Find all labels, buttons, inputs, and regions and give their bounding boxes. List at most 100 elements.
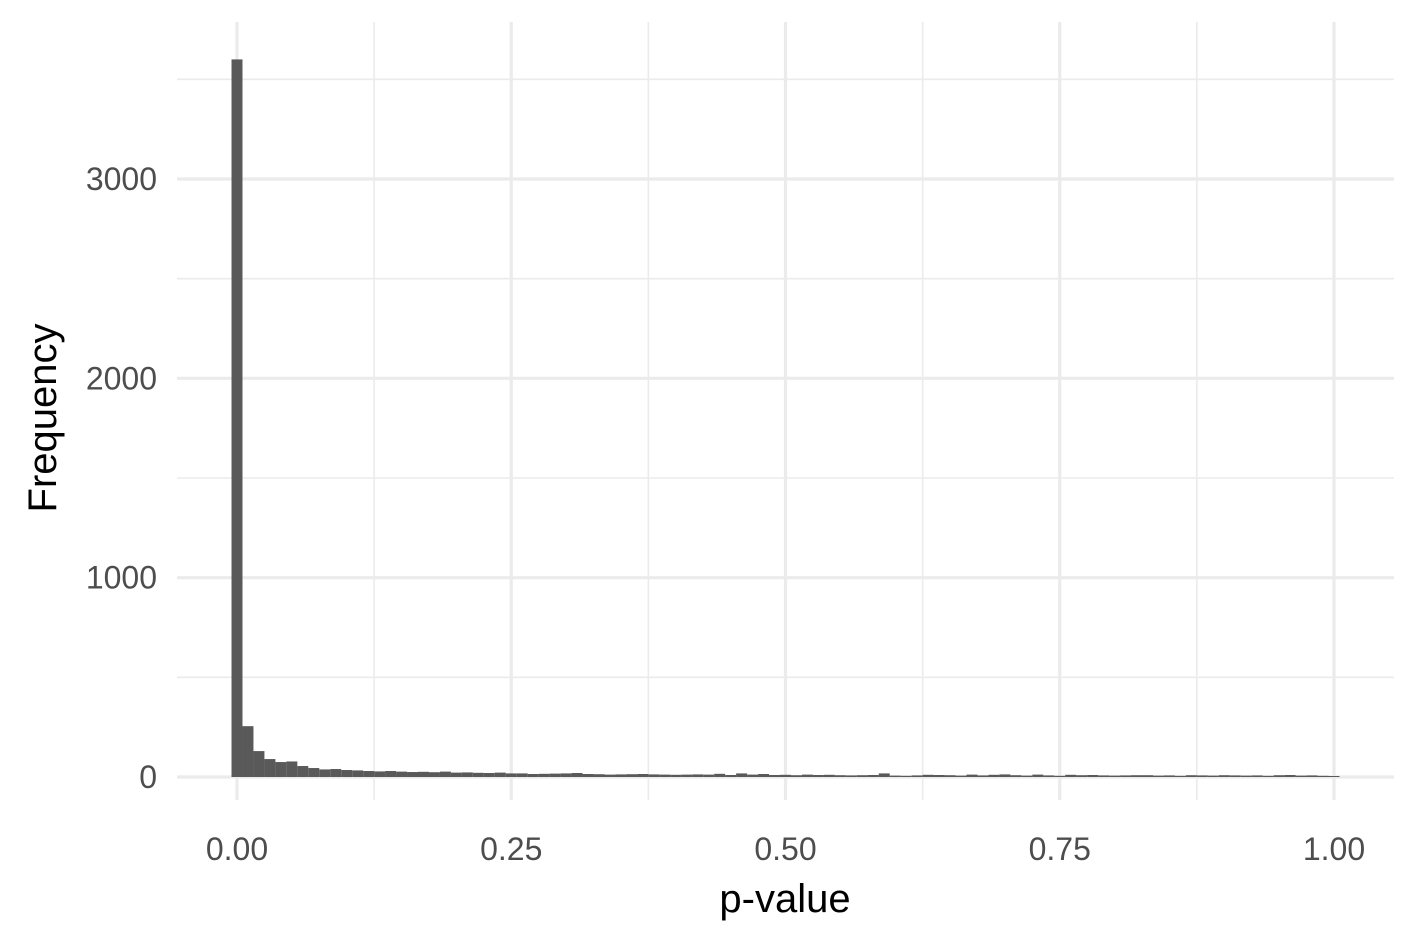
histogram-bar [385,771,397,777]
histogram-bar [801,774,813,777]
histogram-bar [472,772,484,777]
histogram-bar [626,774,638,777]
histogram-bar [549,773,561,777]
histogram-bar [878,773,890,777]
histogram-bar [1328,776,1340,777]
histogram-bar [966,774,978,777]
histogram-bar [1120,775,1132,777]
histogram-bar [1229,775,1241,777]
histogram-bar [790,775,802,777]
histogram-bar [231,59,243,777]
histogram-bar [527,774,539,777]
histogram-bar [933,775,945,777]
histogram-bar [648,774,660,777]
histogram-bar [1021,775,1033,777]
histogram-bar [286,761,298,777]
histogram-bar [1207,775,1219,777]
histogram-bar [1196,775,1208,777]
histogram-bar [1251,775,1263,777]
y-tick-label: 3000 [86,161,157,197]
histogram-bar [1152,775,1164,777]
histogram-bar [297,766,309,777]
x-axis-tick-labels: 0.00 0.25 0.50 0.75 1.00 [206,831,1365,867]
histogram-bar [1284,775,1296,777]
histogram-bar [439,771,451,777]
histogram-bar [736,773,748,777]
histogram-bar [428,772,440,777]
y-tick-label: 2000 [86,360,157,396]
histogram-bar [1262,775,1274,777]
y-tick-label: 0 [139,759,157,795]
histogram-bar [780,774,791,777]
histogram-bar [747,774,759,777]
histogram-bar [944,775,956,777]
y-axis-tick-labels: 0 1000 2000 3000 [86,161,157,795]
histogram-bar [1218,775,1230,777]
histogram-bar [352,770,364,777]
histogram-bar [977,775,989,777]
y-axis-title: Frequency [21,324,65,513]
histogram-bar [692,774,704,777]
histogram-bar [900,775,912,777]
histogram-bar [407,772,419,777]
histogram-bar [1032,774,1044,777]
histogram-bar [461,772,473,777]
histogram-bar [1174,775,1186,777]
histogram-bar [1076,775,1088,777]
histogram-bar [341,770,353,777]
histogram-bar [363,771,375,777]
histogram-bar [1240,775,1252,777]
histogram-bar [264,759,276,777]
histogram-bar [1098,775,1110,777]
histogram-bar [1185,775,1197,777]
histogram-bar [483,773,495,777]
histogram-bar [560,773,572,777]
histogram-bar [867,775,879,777]
histogram-bar [582,774,594,777]
x-tick-label: 0.75 [1029,831,1091,867]
x-tick-label: 1.00 [1303,831,1365,867]
histogram-bar [681,774,693,777]
histogram-bar [725,775,737,777]
histogram-bar [1043,775,1055,777]
histogram-bar [1010,775,1022,777]
histogram-bar [769,775,781,777]
histogram-bar [955,775,967,777]
histogram-bar [450,772,462,777]
histogram-bar [1306,775,1318,777]
histogram-bar [637,774,649,777]
histogram-bar [374,771,386,777]
histogram-bar [604,774,616,777]
histogram-bar [1317,775,1329,777]
histogram-bar [834,775,846,777]
histogram-bar [319,769,331,777]
x-tick-label: 0.25 [480,831,542,867]
x-tick-label: 0.00 [206,831,268,867]
histogram-bar [1142,775,1153,777]
histogram-bar [1054,775,1066,777]
histogram-bar [812,775,824,777]
histogram-bar [418,771,429,777]
histogram-bar [1295,775,1307,777]
histogram-bar [889,775,901,777]
histogram-bar [1131,775,1143,777]
histogram-bars [231,59,1340,777]
histogram-bar [911,775,923,777]
x-axis-title: p-value [719,877,850,921]
histogram-bar [988,774,1000,777]
histogram-bar [1273,775,1285,777]
histogram-bar [703,774,715,777]
histogram-bar [494,772,506,777]
histogram-bar [670,774,682,777]
major-gridlines [177,22,1394,800]
histogram-bar [1065,774,1077,777]
histogram-bar [659,774,671,777]
histogram-bar [823,774,835,777]
histogram-bar [999,774,1011,777]
histogram-bar [538,773,550,777]
histogram-bar [253,751,265,777]
histogram-bar [571,773,583,777]
histogram-bar [330,769,342,777]
histogram-bar [845,775,857,777]
